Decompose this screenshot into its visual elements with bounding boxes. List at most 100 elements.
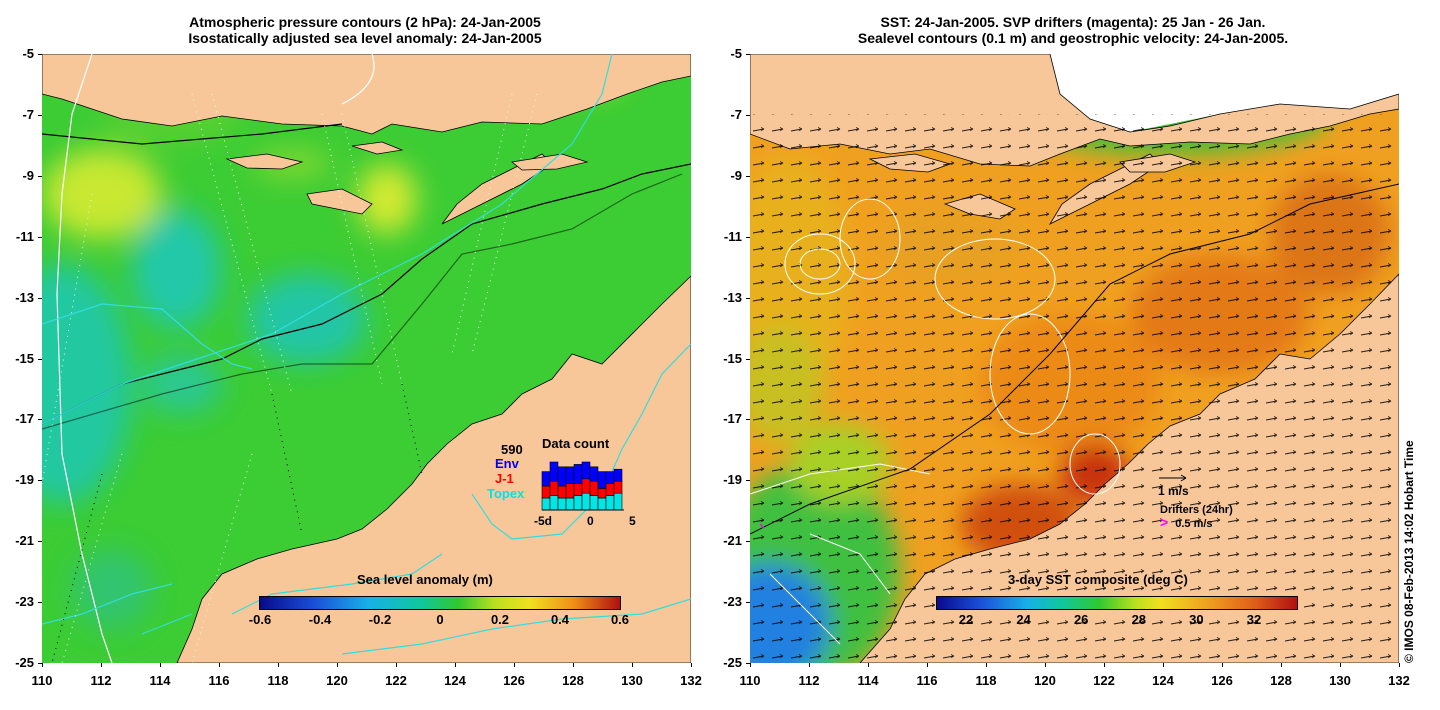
histogram-bar bbox=[581, 461, 591, 480]
histogram-bar bbox=[541, 471, 551, 487]
x-tick-label: 110 bbox=[31, 673, 53, 688]
histogram-bar bbox=[565, 497, 575, 511]
colorbar-tick-label: 0 bbox=[436, 612, 444, 627]
colorbar-tick-label: 0.2 bbox=[490, 612, 510, 627]
x-tick-mark bbox=[809, 663, 810, 667]
data-count-title: Data count bbox=[542, 436, 610, 451]
sst-map[interactable]: 1 m/s Drifters (24hr) > 0.5 m/s 3-day SS… bbox=[750, 54, 1399, 663]
x-tick-mark bbox=[514, 663, 515, 667]
x-tick-mark bbox=[868, 663, 869, 667]
right-title-line1: SST: 24-Jan-2005. SVP drifters (magenta)… bbox=[880, 14, 1266, 30]
y-tick-mark bbox=[746, 114, 750, 116]
legend-env: Env bbox=[495, 456, 519, 471]
colorbar-tick-label: 30 bbox=[1189, 612, 1204, 627]
x-tick-label: 116 bbox=[208, 673, 230, 688]
histogram-bar bbox=[581, 478, 591, 494]
inset-tick-start: -5d bbox=[534, 514, 552, 528]
drifters-label: Drifters (24hr) bbox=[1160, 504, 1233, 516]
left-title-line1: Atmospheric pressure contours (2 hPa): 2… bbox=[189, 14, 541, 30]
y-tick-label: -13 bbox=[15, 289, 34, 305]
legend-topex: Topex bbox=[487, 486, 525, 501]
x-tick-mark bbox=[1281, 663, 1282, 667]
x-tick-mark bbox=[42, 663, 43, 667]
x-tick-label: 126 bbox=[503, 673, 525, 688]
x-tick-mark bbox=[1340, 663, 1341, 667]
x-tick-mark bbox=[986, 663, 987, 667]
x-tick-mark bbox=[1045, 663, 1046, 667]
y-tick-label: -21 bbox=[723, 533, 742, 549]
y-tick-mark bbox=[38, 175, 42, 177]
drifters-scale: 0.5 m/s bbox=[1175, 518, 1213, 530]
histogram-bar bbox=[549, 495, 559, 511]
histogram-bar bbox=[549, 480, 559, 496]
y-tick-mark bbox=[746, 54, 750, 55]
histogram-bar bbox=[557, 485, 567, 499]
y-tick-label: -7 bbox=[730, 106, 742, 122]
y-tick-label: -15 bbox=[15, 350, 34, 366]
x-tick-mark bbox=[1104, 663, 1105, 667]
histogram-bar bbox=[613, 480, 623, 494]
colorbar-tick-label: 0.6 bbox=[610, 612, 630, 627]
histogram-bar bbox=[589, 495, 599, 511]
y-tick-label: -25 bbox=[15, 655, 34, 670]
velocity-scale-arrow bbox=[1159, 474, 1187, 482]
x-tick-label: 124 bbox=[1152, 673, 1174, 688]
y-tick-mark bbox=[38, 297, 42, 299]
x-tick-mark bbox=[691, 663, 692, 667]
histogram-bar bbox=[565, 483, 575, 499]
colorbar-tick-label: 0.4 bbox=[550, 612, 570, 627]
right-title-line2: Sealevel contours (0.1 m) and geostrophi… bbox=[857, 30, 1289, 46]
y-tick-mark bbox=[38, 541, 42, 543]
y-tick-label: -21 bbox=[15, 533, 34, 549]
y-tick-label: -5 bbox=[730, 46, 742, 61]
y-tick-mark bbox=[38, 602, 42, 604]
histogram-bar bbox=[581, 492, 591, 511]
y-tick-mark bbox=[746, 663, 750, 664]
y-tick-mark bbox=[746, 419, 750, 421]
y-tick-label: -19 bbox=[723, 472, 742, 488]
sea-level-anomaly-map[interactable]: 590 Env J-1 Topex Data count -5d 0 5 Sea… bbox=[42, 54, 691, 663]
y-tick-label: -9 bbox=[22, 167, 34, 183]
sla-colorbar-title: Sea level anomaly (m) bbox=[357, 572, 493, 587]
sla-colorbar: Sea level anomaly (m) -0.6 -0.4 -0.2 0 0.2 0.… bbox=[242, 572, 642, 632]
x-tick-label: 114 bbox=[857, 673, 879, 688]
y-tick-label: -23 bbox=[15, 594, 34, 610]
y-tick-label: -19 bbox=[15, 472, 34, 488]
y-tick-mark bbox=[746, 602, 750, 604]
x-tick-mark bbox=[1399, 663, 1400, 667]
x-tick-label: 128 bbox=[1270, 673, 1292, 688]
x-tick-label: 112 bbox=[798, 673, 820, 688]
copyright-notice: © IMOS 08-Feb-2013 14:02 Hobart Time bbox=[1402, 440, 1416, 663]
y-tick-mark bbox=[38, 480, 42, 482]
x-tick-label: 114 bbox=[149, 673, 171, 688]
x-tick-mark bbox=[160, 663, 161, 667]
y-tick-mark bbox=[38, 236, 42, 238]
inset-tick-zero: 0 bbox=[587, 514, 594, 528]
x-tick-label: 110 bbox=[739, 673, 761, 688]
y-tick-mark bbox=[746, 541, 750, 543]
histogram-bar bbox=[597, 471, 607, 489]
data-count-number: 590 bbox=[501, 442, 523, 457]
sst-colorbar-ramp bbox=[936, 596, 1298, 610]
y-tick-mark bbox=[746, 175, 750, 177]
drifter-symbol: > bbox=[1160, 514, 1169, 530]
histogram-bar bbox=[557, 497, 567, 511]
x-tick-mark bbox=[219, 663, 220, 667]
histogram-bar bbox=[597, 497, 607, 511]
y-tick-label: -9 bbox=[730, 167, 742, 183]
x-tick-mark bbox=[1222, 663, 1223, 667]
y-tick-label: -11 bbox=[723, 228, 742, 244]
y-tick-label: -23 bbox=[723, 594, 742, 610]
histogram-bar bbox=[573, 495, 583, 511]
x-tick-label: 118 bbox=[975, 673, 997, 688]
left-title-line2: Isostatically adjusted sea level anomaly… bbox=[188, 30, 542, 46]
drifters-legend: Drifters (24hr) > 0.5 m/s bbox=[1160, 504, 1233, 530]
data-count-inset: 590 Env J-1 Topex Data count -5d 0 5 bbox=[484, 436, 644, 536]
x-tick-label: 122 bbox=[385, 673, 407, 688]
x-tick-mark bbox=[101, 663, 102, 667]
histogram-bar bbox=[541, 497, 551, 511]
y-tick-label: -15 bbox=[723, 350, 742, 366]
y-tick-mark bbox=[38, 358, 42, 360]
y-tick-label: -17 bbox=[15, 411, 34, 427]
y-tick-mark bbox=[38, 114, 42, 116]
